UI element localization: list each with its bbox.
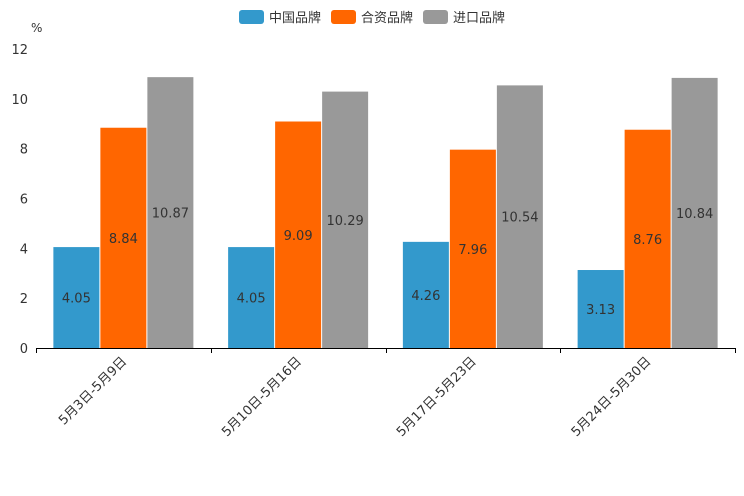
y-tick-label: 0 (20, 342, 28, 357)
bar (402, 241, 449, 348)
data-label: 4.26 (411, 289, 440, 304)
x-tick-label: 5月3日-5月9日 (56, 354, 130, 428)
data-label: 4.05 (237, 292, 266, 307)
y-tick-label: 8 (20, 143, 28, 158)
bar (624, 129, 671, 348)
data-label: 10.54 (501, 211, 538, 226)
legend-label: 中国品牌 (268, 11, 321, 26)
data-label: 7.96 (458, 243, 487, 258)
bar (147, 77, 194, 349)
y-tick-label: 10 (11, 93, 28, 108)
bar (496, 85, 543, 349)
data-label: 4.05 (62, 292, 91, 307)
bar (449, 149, 496, 348)
bar (322, 91, 369, 349)
legend-label: 进口品牌 (453, 11, 506, 26)
legend: 中国品牌 合资品牌 进口品牌 (0, 7, 744, 26)
data-label: 9.09 (284, 229, 313, 244)
legend-item-china-brand[interactable]: 中国品牌 (238, 7, 321, 26)
bar (275, 121, 322, 348)
bar (671, 77, 718, 349)
legend-item-joint-venture-brand[interactable]: 合资品牌 (330, 7, 413, 26)
y-axis-unit-label: % (31, 21, 43, 35)
y-tick-label: 12 (11, 43, 28, 58)
data-label: 8.84 (109, 232, 138, 247)
x-tick-label: 5月24日-5月30日 (569, 354, 655, 440)
bar (577, 270, 624, 348)
data-label: 10.29 (327, 214, 364, 229)
data-label: 3.13 (586, 303, 615, 318)
y-tick-label: 4 (20, 242, 28, 257)
x-tick-label: 5月17日-5月23日 (394, 354, 480, 440)
legend-swatch (238, 9, 264, 24)
data-label: 10.87 (152, 207, 189, 222)
bar (228, 247, 275, 348)
y-tick-label: 6 (20, 193, 28, 208)
x-tick-label: 5月10日-5月16日 (219, 354, 305, 440)
legend-swatch (330, 9, 356, 24)
legend-swatch (423, 9, 448, 24)
bar (100, 127, 147, 348)
data-label: 8.76 (633, 233, 662, 248)
legend-label: 合资品牌 (360, 11, 413, 26)
legend-item-import-brand[interactable]: 进口品牌 (423, 7, 505, 26)
y-tick-label: 2 (20, 292, 28, 307)
data-label: 10.84 (676, 207, 713, 222)
bar (53, 247, 100, 348)
